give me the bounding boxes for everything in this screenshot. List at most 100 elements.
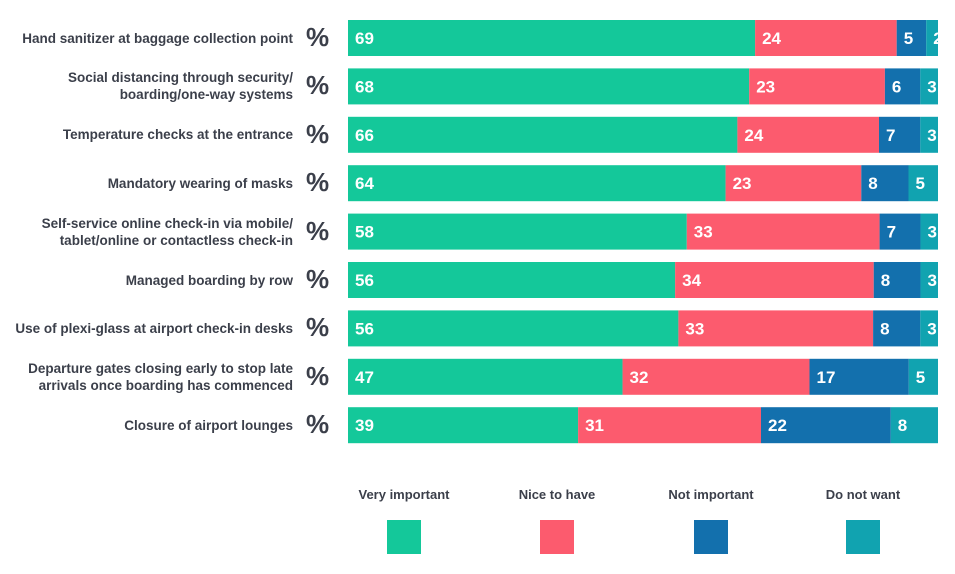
- bar-segment-not-important: [896, 20, 927, 56]
- legend: Very important Nice to have Not important D…: [0, 478, 955, 568]
- data-label: 47: [355, 368, 374, 387]
- data-label: 8: [868, 174, 877, 193]
- bar-segment-do-not-want: [908, 165, 938, 202]
- bar-segment-nice-to-have: [678, 310, 874, 347]
- data-label: 6: [892, 77, 901, 96]
- data-label: 17: [816, 368, 835, 387]
- bar-segment-not-important: [809, 358, 909, 395]
- legend-label: Very important: [358, 487, 450, 502]
- data-label: 24: [762, 29, 781, 48]
- legend-label: Do not want: [825, 487, 901, 502]
- bar-segment-not-important: [873, 310, 921, 347]
- percent-symbol: %: [306, 264, 330, 294]
- bar-segment-not-important: [861, 165, 909, 202]
- data-label: 56: [355, 271, 374, 290]
- legend-swatch: [387, 520, 421, 554]
- data-label: 39: [355, 416, 374, 435]
- bar-segment-do-not-want: [920, 68, 938, 105]
- bar-segment-nice-to-have: [725, 165, 862, 202]
- data-label: 64: [355, 174, 374, 193]
- data-label: 66: [355, 126, 374, 145]
- bar-segment-very-important: [348, 310, 679, 347]
- bar-segment-very-important: [348, 358, 623, 395]
- data-label: 56: [355, 319, 374, 338]
- data-label: 23: [733, 174, 752, 193]
- bar-segment-very-important: [348, 68, 750, 105]
- percent-symbol: %: [306, 215, 330, 246]
- percent-symbol: %: [306, 118, 330, 149]
- bar-segment-nice-to-have: [737, 116, 879, 153]
- bar-segment-not-important: [879, 116, 921, 153]
- legend-swatch: [540, 520, 574, 554]
- category-label: Hand sanitizer at baggage collection poi…: [22, 30, 293, 46]
- bar-segment-nice-to-have: [622, 358, 810, 395]
- bar-segment-very-important: [348, 116, 738, 153]
- category-label: Use of plexi-glass at airport check-in d…: [15, 320, 293, 336]
- stacked-bar-chart: 69 24 5 268 23 6 366 24 7 364 23 8 558 33 7 356 34 8 356 33…: [348, 20, 942, 444]
- data-label: 2: [933, 29, 942, 48]
- category-label: Social distancing through security/ boar…: [67, 70, 293, 103]
- percent-symbol: %: [306, 22, 330, 52]
- bar-segment-do-not-want: [920, 213, 938, 250]
- legend-item-very-important: Very important: [349, 478, 459, 554]
- bar-segment-not-important: [761, 407, 891, 444]
- legend-label: Not important: [668, 487, 754, 502]
- percent-symbol: %: [306, 312, 330, 343]
- bar-segment-very-important: [348, 20, 756, 56]
- bar-segment-nice-to-have: [675, 262, 874, 298]
- legend-item-nice-to-have: Nice to have: [502, 478, 612, 554]
- bar-segment-do-not-want: [926, 20, 938, 56]
- data-label: 7: [886, 126, 895, 145]
- bar-segment-not-important: [884, 68, 921, 105]
- percent-symbol: %: [306, 409, 330, 440]
- bar-segment-do-not-want: [890, 407, 938, 444]
- bar-segment-nice-to-have: [755, 20, 897, 56]
- data-label: 3: [927, 126, 936, 145]
- data-label: 58: [355, 223, 374, 242]
- category-label: Closure of airport lounges: [124, 417, 293, 433]
- data-label: 68: [355, 77, 374, 96]
- data-label: 3: [927, 271, 936, 290]
- data-label: 8: [898, 416, 907, 435]
- data-label: 32: [630, 368, 649, 387]
- data-label: 8: [881, 271, 890, 290]
- legend-item-not-important: Not important: [656, 478, 766, 554]
- data-label: 24: [744, 126, 763, 145]
- data-label: 33: [685, 319, 704, 338]
- legend-label: Nice to have: [518, 487, 596, 502]
- category-label: Self-service online check-in via mobile/…: [41, 215, 293, 248]
- bar-segment-very-important: [348, 262, 676, 298]
- legend-swatch: [846, 520, 880, 554]
- bar-segment-do-not-want: [920, 116, 938, 153]
- category-label: Mandatory wearing of masks: [107, 175, 293, 191]
- data-label: 5: [904, 29, 913, 48]
- bar-segment-nice-to-have: [578, 407, 761, 444]
- data-label: 31: [585, 416, 604, 435]
- bar-segment-do-not-want: [920, 262, 938, 298]
- bar-segment-do-not-want: [920, 310, 938, 347]
- data-label: 3: [927, 77, 936, 96]
- data-label: 5: [916, 174, 925, 193]
- bar-segment-do-not-want: [908, 358, 938, 395]
- bar-segment-not-important: [879, 213, 921, 250]
- percent-symbol: %: [306, 167, 330, 198]
- bar-segment-nice-to-have: [749, 68, 885, 105]
- data-label: 7: [887, 223, 896, 242]
- data-label: 22: [768, 416, 787, 435]
- legend-swatch: [694, 520, 728, 554]
- data-label: 8: [880, 319, 889, 338]
- data-label: 3: [927, 223, 936, 242]
- data-label: 33: [694, 223, 713, 242]
- bar-segment-very-important: [348, 165, 726, 202]
- percent-symbol: %: [306, 70, 330, 101]
- data-label: 5: [916, 368, 925, 387]
- data-label: 34: [682, 271, 701, 290]
- legend-item-do-not-want: Do not want: [808, 478, 918, 554]
- category-label: Temperature checks at the entrance: [62, 127, 293, 143]
- bar-segment-nice-to-have: [686, 213, 880, 250]
- bar-segment-very-important: [348, 213, 687, 250]
- bar-segment-very-important: [348, 407, 579, 444]
- bar-segment-not-important: [873, 262, 921, 298]
- category-label: Managed boarding by row: [125, 272, 293, 288]
- data-label: 69: [355, 29, 374, 48]
